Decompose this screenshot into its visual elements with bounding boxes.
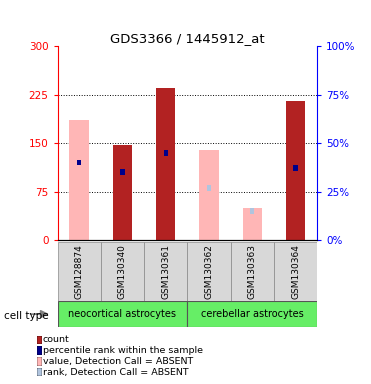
FancyBboxPatch shape: [144, 242, 187, 301]
Text: GSM130340: GSM130340: [118, 244, 127, 299]
Text: GSM130364: GSM130364: [291, 244, 300, 299]
Text: GSM130362: GSM130362: [204, 244, 213, 299]
FancyBboxPatch shape: [274, 242, 317, 301]
Bar: [164, 150, 168, 156]
Bar: [199, 149, 219, 240]
FancyBboxPatch shape: [187, 301, 317, 327]
FancyBboxPatch shape: [58, 301, 187, 327]
Text: GSM128874: GSM128874: [75, 244, 83, 299]
Bar: [207, 185, 211, 190]
Title: GDS3366 / 1445912_at: GDS3366 / 1445912_at: [110, 32, 265, 45]
FancyBboxPatch shape: [231, 242, 274, 301]
Bar: [286, 101, 305, 240]
Text: neocortical astrocytes: neocortical astrocytes: [68, 309, 177, 319]
Text: cerebellar astrocytes: cerebellar astrocytes: [201, 309, 303, 319]
Text: rank, Detection Call = ABSENT: rank, Detection Call = ABSENT: [43, 367, 188, 377]
Text: GSM130361: GSM130361: [161, 244, 170, 299]
Bar: [77, 159, 81, 166]
Bar: [293, 166, 298, 171]
Bar: [243, 208, 262, 240]
Text: GSM130363: GSM130363: [248, 244, 257, 299]
Text: cell type: cell type: [4, 311, 48, 321]
FancyBboxPatch shape: [101, 242, 144, 301]
Text: value, Detection Call = ABSENT: value, Detection Call = ABSENT: [43, 357, 193, 366]
Bar: [120, 169, 125, 175]
Bar: [69, 121, 89, 240]
Bar: [156, 88, 175, 240]
Bar: [250, 208, 255, 214]
Bar: [113, 145, 132, 240]
FancyBboxPatch shape: [58, 242, 101, 301]
Text: count: count: [43, 335, 70, 344]
FancyBboxPatch shape: [187, 242, 231, 301]
Text: percentile rank within the sample: percentile rank within the sample: [43, 346, 203, 355]
